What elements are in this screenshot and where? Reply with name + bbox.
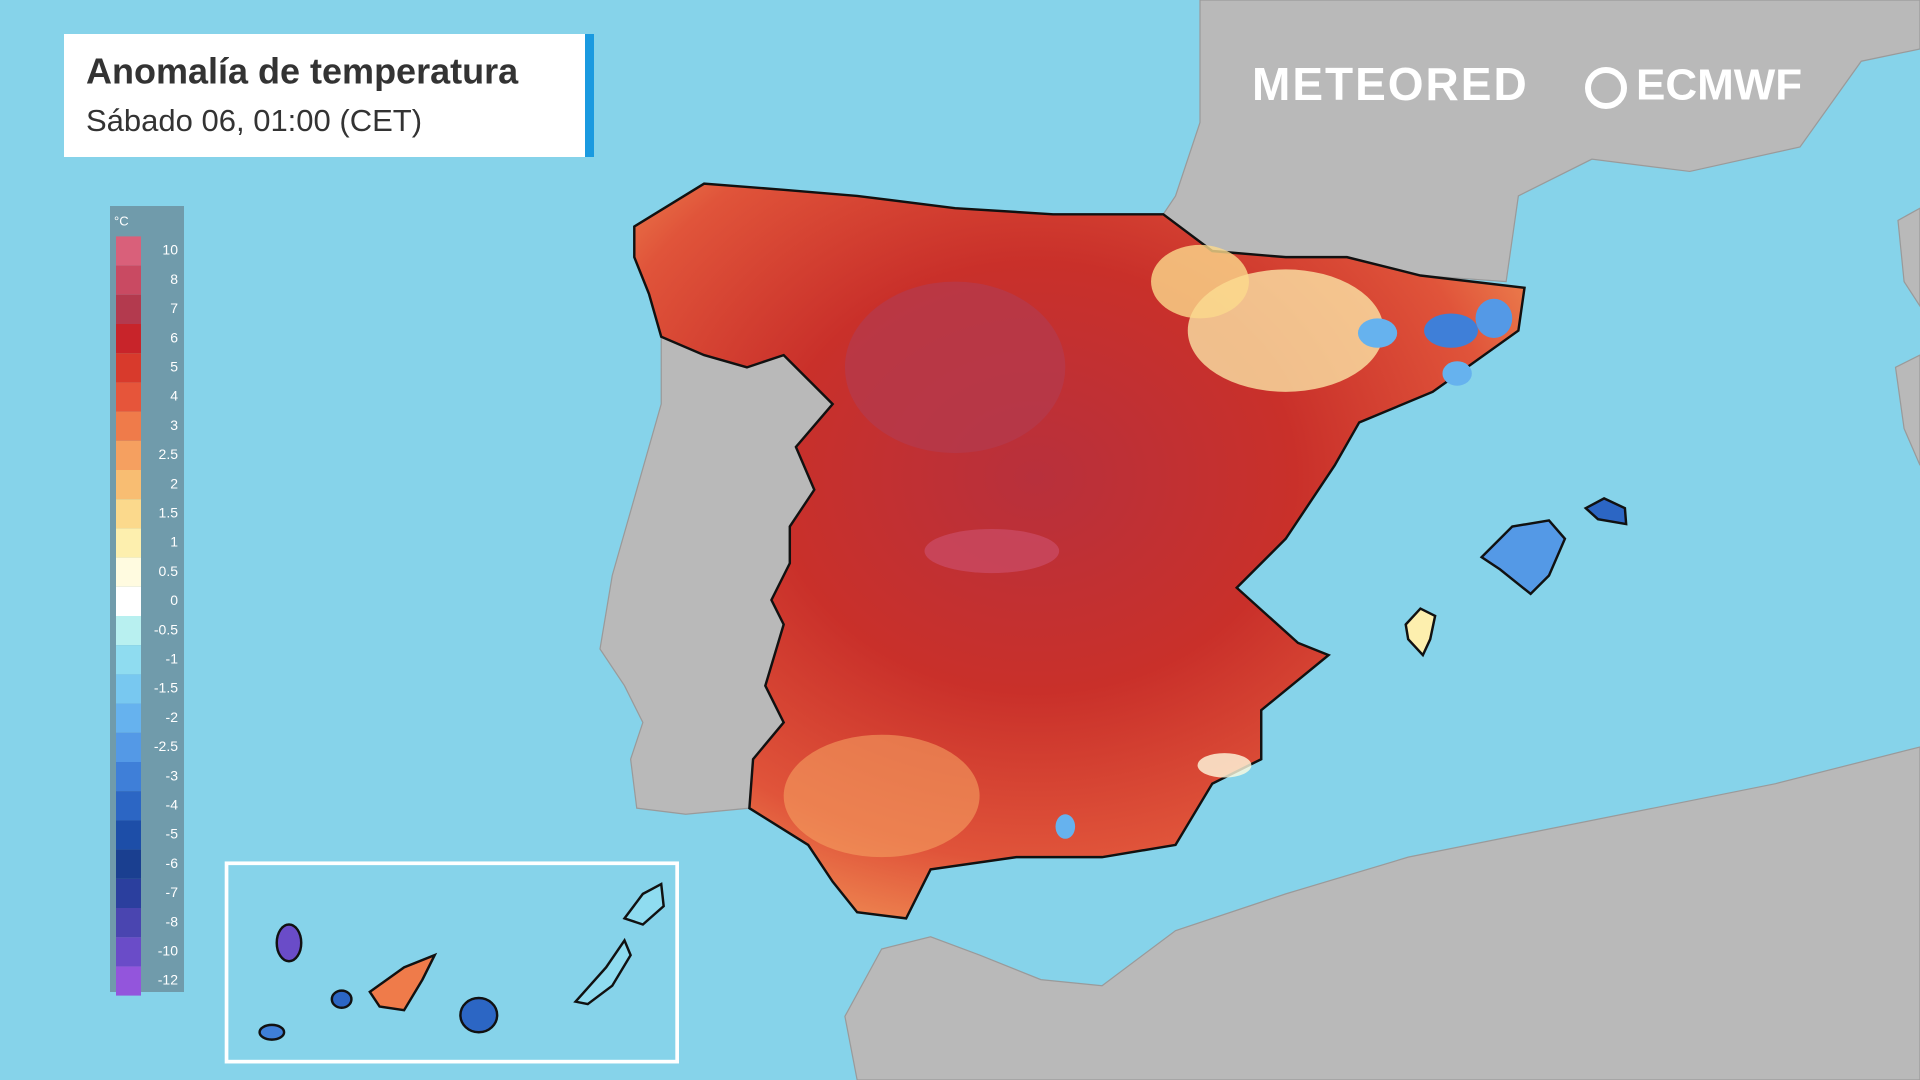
patch <box>1197 753 1252 778</box>
legend-swatch <box>116 645 141 675</box>
legend-swatch <box>116 849 141 879</box>
legend-label: 2.5 <box>159 446 179 462</box>
legend-swatch <box>116 411 141 441</box>
legend-swatch <box>116 937 141 967</box>
france <box>1162 0 1920 283</box>
legend-swatch <box>116 294 141 324</box>
legend: °C 10 8 7 6 5 4 3 2.5 2 1.5 1 0.5 0 -0.5 -1 -1.5 -2 -2.5 -… <box>110 206 184 996</box>
legend-swatch <box>116 499 141 529</box>
legend-label: 4 <box>170 388 178 404</box>
patch <box>1055 814 1076 839</box>
canary-islands <box>258 882 665 1041</box>
ecmwf-icon <box>1585 67 1627 109</box>
legend-swatch <box>116 732 141 762</box>
legend-swatch <box>116 528 141 558</box>
africa <box>844 746 1920 1080</box>
legend-swatch <box>116 878 141 908</box>
patch <box>844 281 1066 454</box>
legend-label: 0.5 <box>159 563 179 579</box>
legend-swatch <box>116 236 141 266</box>
patch <box>924 528 1060 574</box>
patch <box>1424 313 1478 348</box>
legend-swatch <box>116 470 141 500</box>
mallorca <box>1479 519 1567 596</box>
title-box: Anomalía de temperatura Sábado 06, 01:00… <box>64 34 594 157</box>
patch <box>1442 361 1472 386</box>
legend-label: 1.5 <box>159 505 179 521</box>
legend-swatch <box>116 440 141 470</box>
legend-swatch <box>116 265 141 295</box>
ibiza <box>1404 607 1437 658</box>
patch <box>783 734 980 858</box>
legend-label: -1.5 <box>154 680 178 696</box>
menorca <box>1583 497 1628 526</box>
legend-swatch <box>116 966 141 996</box>
legend-label: 0 <box>170 592 178 608</box>
legend-label: -4 <box>166 797 179 813</box>
legend-label: 6 <box>170 329 178 345</box>
brands: METEORED ECMWF <box>1252 58 1802 110</box>
sardinia <box>1894 354 1920 466</box>
legend-label: -0.5 <box>154 621 178 637</box>
legend-label: 7 <box>170 300 178 316</box>
legend-swatch <box>116 616 141 646</box>
anomaly-patches <box>783 244 1513 858</box>
patch <box>1475 298 1513 338</box>
corsica <box>1897 207 1920 308</box>
legend-label: -7 <box>166 884 179 900</box>
title: Anomalía de temperatura <box>86 51 519 92</box>
legend-label: 8 <box>170 271 178 287</box>
legend-unit: °C <box>114 213 129 228</box>
legend-swatch <box>116 557 141 587</box>
island <box>622 882 665 926</box>
legend-label: -1 <box>166 651 179 667</box>
title-accent <box>585 34 594 157</box>
legend-swatch <box>116 586 141 616</box>
island <box>330 989 353 1009</box>
legend-label: 1 <box>170 534 178 550</box>
legend-label: 3 <box>170 417 178 433</box>
legend-label: 10 <box>162 242 178 258</box>
legend-label: -2.5 <box>154 738 178 754</box>
legend-swatch <box>116 382 141 412</box>
island <box>368 952 438 1012</box>
legend-label: -3 <box>166 767 179 783</box>
legend-label: -8 <box>166 913 179 929</box>
island <box>275 923 303 963</box>
island <box>258 1023 286 1041</box>
geography <box>224 0 1920 1080</box>
legend-swatch <box>116 820 141 850</box>
legend-swatch <box>116 674 141 704</box>
legend-label: -5 <box>166 826 179 842</box>
island <box>573 937 632 1006</box>
legend-swatch <box>116 353 141 383</box>
legend-swatch <box>116 703 141 733</box>
canary-inset <box>224 861 679 1064</box>
legend-swatch <box>116 908 141 938</box>
island <box>459 996 499 1034</box>
legend-label: -6 <box>166 855 179 871</box>
legend-label: -12 <box>158 972 178 988</box>
title-background <box>64 34 594 157</box>
meteored-logo: METEORED <box>1252 58 1529 110</box>
legend-swatch <box>116 324 141 354</box>
legend-label: 5 <box>170 359 178 375</box>
legend-swatch <box>116 762 141 792</box>
patch <box>1151 244 1249 319</box>
legend-label: -10 <box>158 943 178 959</box>
subtitle: Sábado 06, 01:00 (CET) <box>86 103 422 138</box>
legend-swatch <box>116 791 141 821</box>
ecmwf-logo: ECMWF <box>1636 61 1802 110</box>
legend-label: -2 <box>166 709 179 725</box>
legend-label: 2 <box>170 475 178 491</box>
patch <box>1357 318 1398 348</box>
